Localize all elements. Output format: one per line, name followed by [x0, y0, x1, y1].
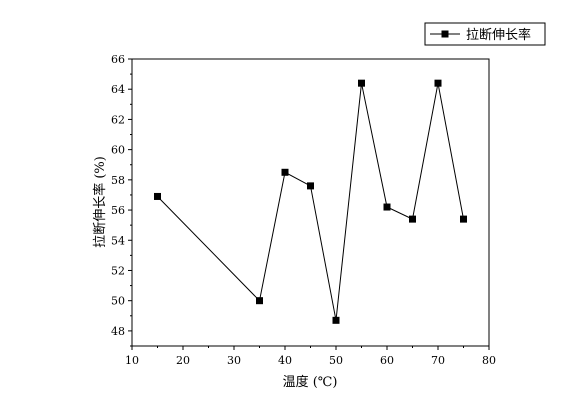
data-point	[332, 316, 340, 324]
y-axis-title: 拉断伸长率 (%)	[92, 156, 108, 248]
data-point	[281, 168, 289, 176]
data-point	[154, 192, 161, 200]
x-tick-label: 70	[431, 354, 445, 367]
y-tick-label: 54	[111, 234, 125, 247]
legend-box	[424, 22, 546, 46]
y-tick-label: 50	[111, 295, 125, 308]
x-tick-label: 40	[278, 354, 292, 367]
y-tick-label: 60	[111, 144, 125, 157]
y-tick-label: 66	[111, 53, 125, 66]
x-axis-title: 温度 (℃)	[283, 374, 338, 390]
legend: 拉断伸长率	[424, 22, 546, 46]
y-tick-label: 52	[111, 264, 125, 277]
data-point	[434, 79, 442, 87]
series-layer	[154, 79, 467, 324]
x-tick-label: 50	[329, 354, 343, 367]
plot-area	[131, 58, 490, 347]
data-point	[358, 79, 365, 87]
y-axis: 48 50 52 54 56 58 60 62 64 66	[111, 53, 132, 347]
x-tick-label: 20	[176, 354, 190, 367]
data-point	[256, 297, 263, 305]
x-tick-label: 80	[482, 354, 496, 367]
y-tick-label: 58	[111, 174, 125, 187]
x-axis: 10 20 30 40 50 60 70 80	[125, 346, 496, 367]
legend-marker-square	[441, 30, 449, 38]
y-tick-label: 48	[111, 325, 125, 338]
data-point	[460, 215, 467, 223]
series-line	[157, 83, 464, 321]
y-tick-label: 56	[111, 204, 125, 217]
y-tick-label: 62	[111, 113, 125, 126]
data-point	[383, 203, 391, 211]
y-tick-label: 64	[111, 83, 125, 96]
data-point	[409, 215, 416, 223]
plot-frame	[131, 58, 490, 347]
data-point	[307, 182, 314, 190]
x-tick-label: 30	[227, 354, 241, 367]
x-tick-label: 10	[125, 354, 139, 367]
legend-label: 拉断伸长率	[466, 27, 531, 43]
x-tick-label: 60	[380, 354, 394, 367]
